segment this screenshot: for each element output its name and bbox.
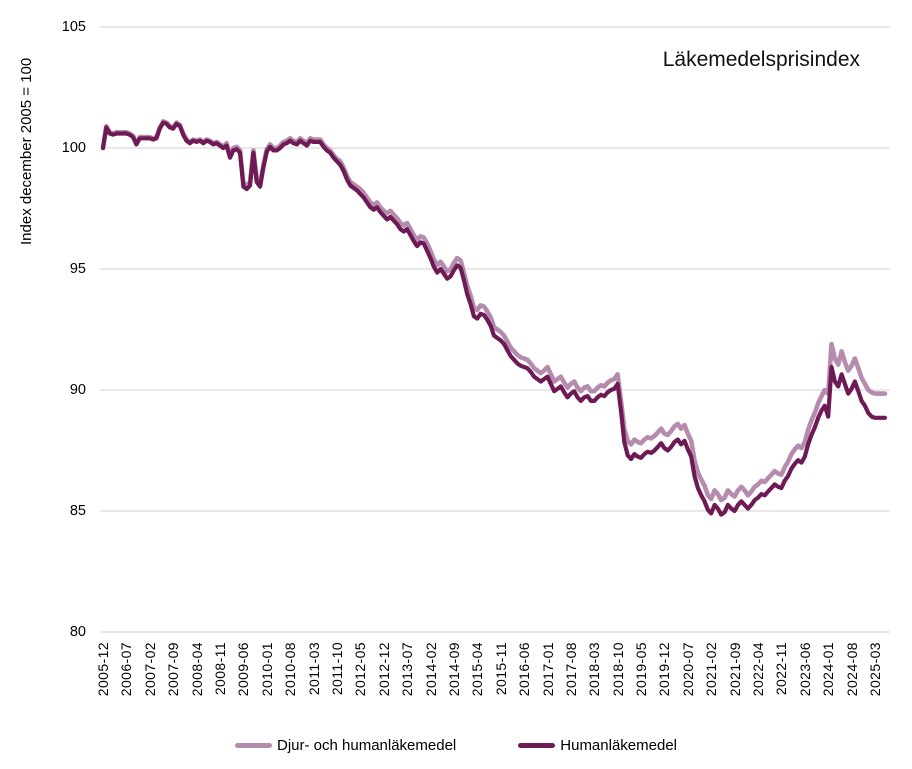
x-tick-label: 2021-02: [703, 642, 720, 697]
y-tick-label: 85: [69, 503, 86, 519]
x-tick-label: 2010-01: [258, 642, 275, 697]
x-tick-label: 2008-11: [212, 642, 228, 696]
x-tick-label: 2013-07: [399, 642, 416, 697]
x-tick-label: 2015-11: [492, 642, 509, 696]
x-tick-label: 2025-03: [867, 642, 883, 697]
x-tick-label: 2019-12: [656, 642, 673, 697]
x-tick-label: 2016-06: [516, 642, 533, 697]
x-tick-label: 2007-09: [165, 642, 182, 697]
x-tick-label: 2011-10: [328, 642, 345, 696]
x-tick-label: 2024-08: [843, 642, 860, 697]
y-tick-label: 90: [69, 382, 86, 398]
x-tick-label: 2005-12: [95, 642, 111, 697]
x-tick-label: 2017-01: [539, 642, 556, 697]
x-tick-label: 2018-10: [609, 642, 626, 697]
y-tick-label: 95: [69, 261, 86, 277]
y-tick-label: 105: [61, 19, 86, 35]
legend-label-humanlakemedel: Humanläkemedel: [560, 737, 677, 754]
y-tick-label: 100: [61, 140, 86, 156]
x-tick-label: 2009-06: [235, 642, 252, 697]
x-tick-label: 2022-11: [773, 642, 790, 696]
x-tick-label: 2011-03: [305, 642, 322, 696]
x-tick-label: 2017-08: [562, 642, 579, 697]
legend-item-djur-och-humanlakemedel: Djur- och humanläkemedel: [235, 737, 456, 754]
legend: Djur- och humanläkemedel Humanläkemedel: [0, 737, 912, 754]
x-tick-label: 2012-05: [352, 642, 369, 697]
x-tick-label: 2019-05: [633, 642, 649, 697]
x-tick-label: 2006-07: [118, 642, 135, 697]
chart-title: Läkemedelsprisindex: [662, 48, 860, 71]
legend-swatch-humanlakemedel-icon: [518, 743, 556, 748]
legend-label-djur-och-humanlakemedel: Djur- och humanläkemedel: [277, 737, 457, 754]
x-tick-label: 2018-03: [586, 642, 603, 697]
series-line-humanlakemedel: [100, 120, 888, 517]
x-tick-label: 2022-04: [750, 642, 766, 697]
x-tick-label: 2023-06: [796, 642, 813, 697]
x-tick-label: 2008-04: [188, 642, 205, 697]
y-axis-title: Index december 2005 = 100: [18, 57, 35, 245]
x-tick-label: 2024-01: [820, 642, 837, 697]
x-tick-label: 2010-08: [282, 642, 299, 697]
legend-swatch-djur-och-humanlakemedel-icon: [235, 743, 272, 748]
legend-item-humanlakemedel: Humanläkemedel: [518, 737, 677, 754]
y-tick-label: 80: [69, 624, 86, 640]
x-tick-label: 2021-09: [726, 642, 743, 697]
x-tick-label: 2014-09: [445, 642, 462, 697]
x-tick-label: 2007-02: [141, 642, 158, 697]
x-tick-label: 2015-04: [469, 642, 486, 697]
series-line-djur-och-humanlakemedel: [100, 119, 888, 503]
x-tick-label: 2012-12: [375, 642, 392, 697]
x-tick-label: 2014-02: [422, 642, 439, 697]
x-tick-label: 2020-07: [679, 642, 696, 697]
